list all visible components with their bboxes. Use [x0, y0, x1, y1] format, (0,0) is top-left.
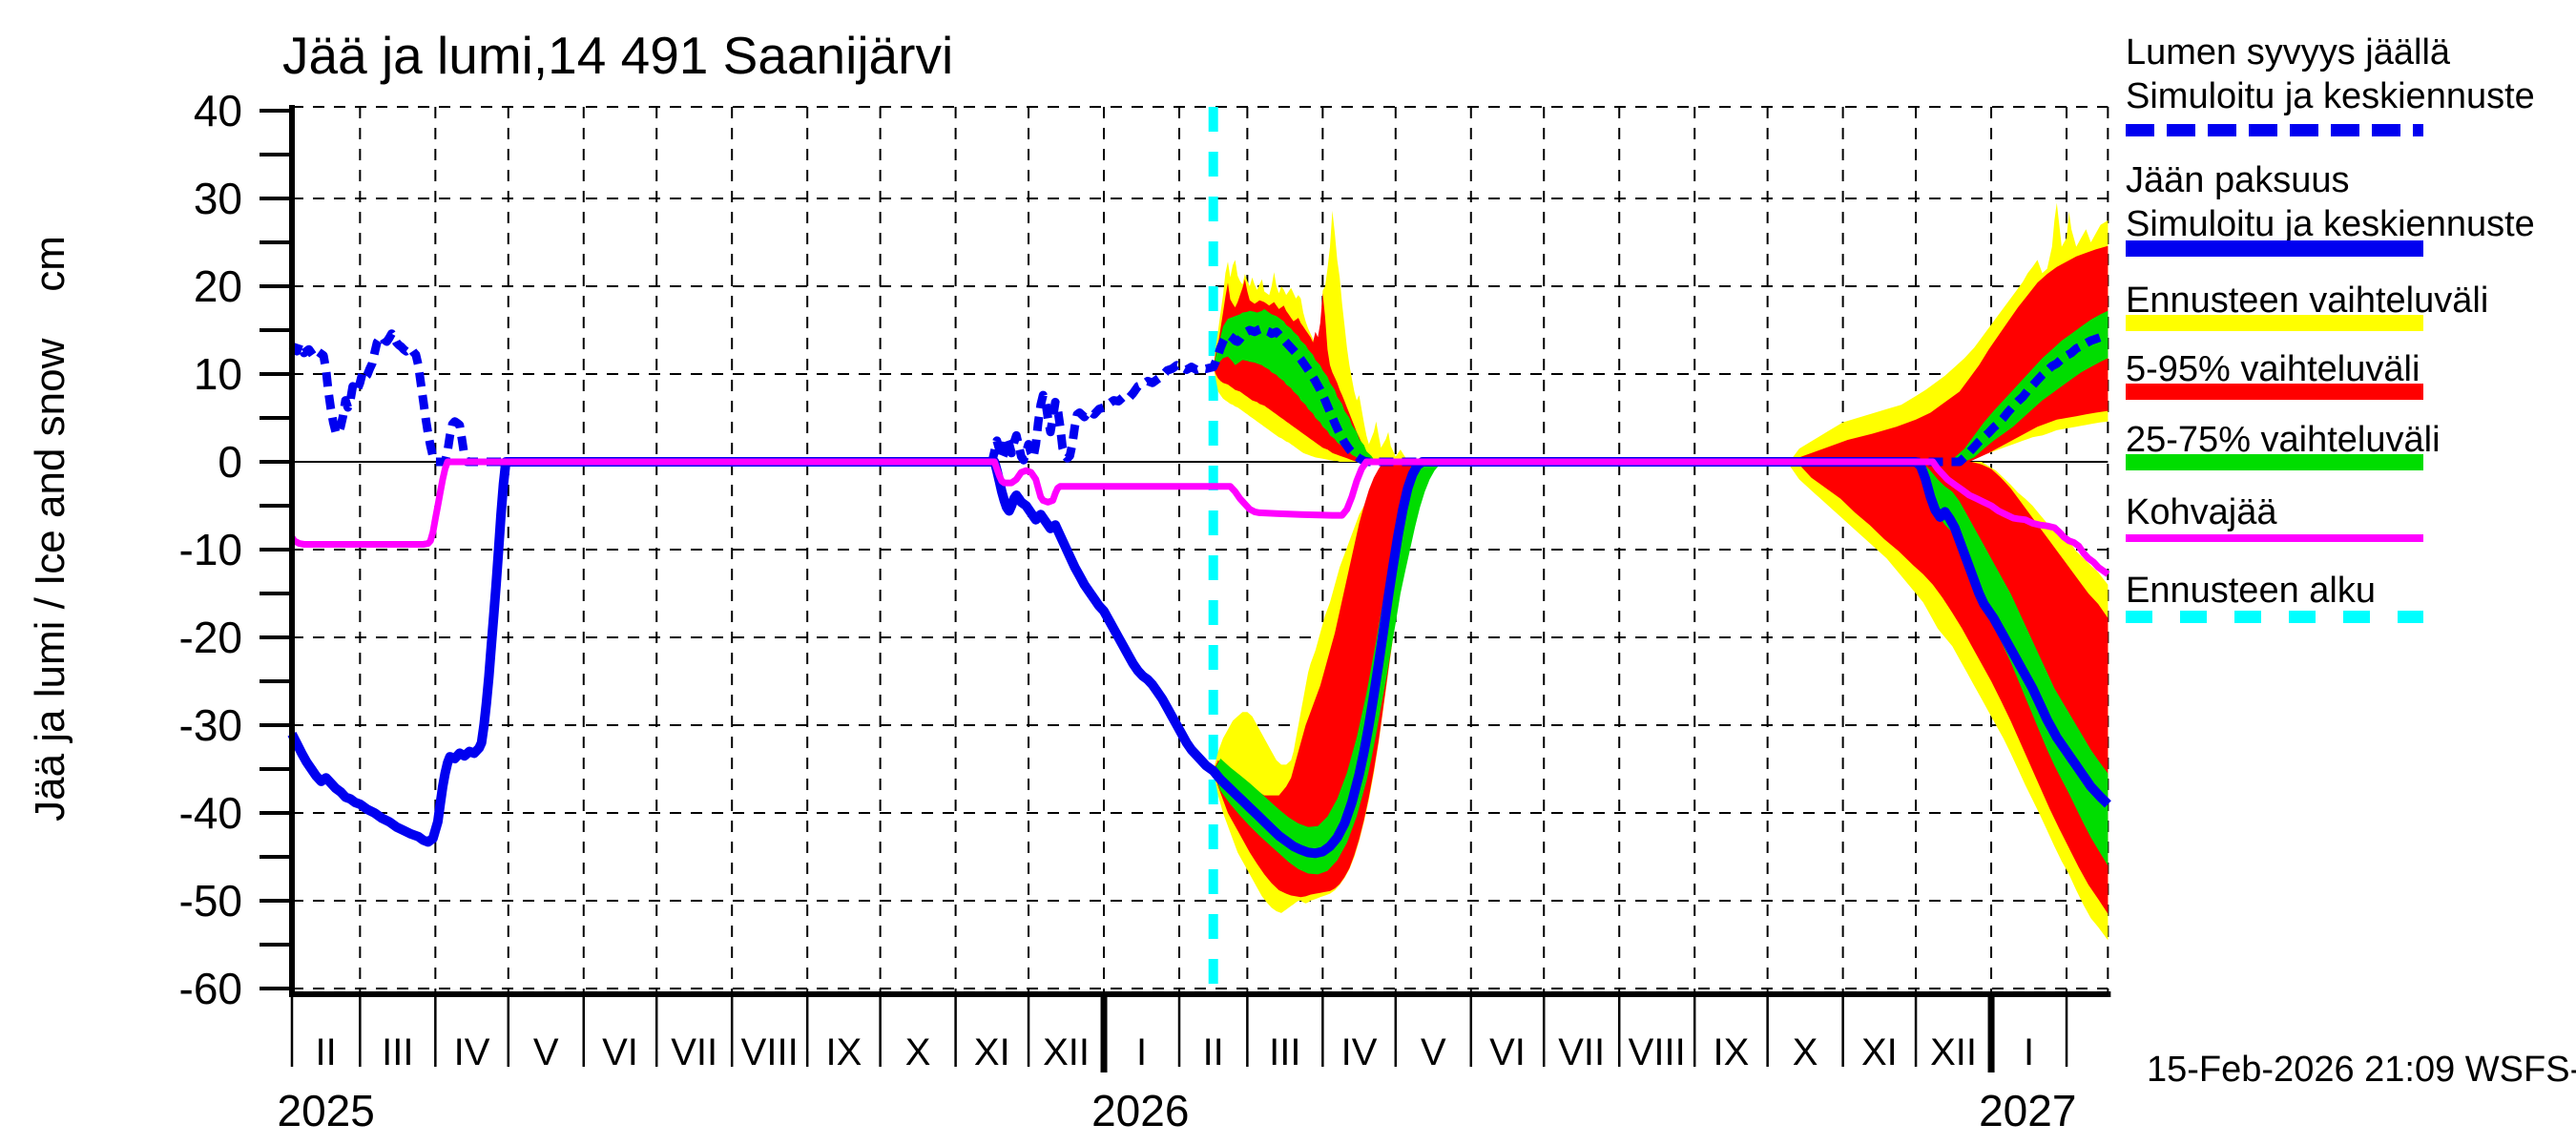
legend-label: Simuloitu ja keskiennuste	[2126, 76, 2535, 116]
band-red_ice_fc1	[1213, 462, 1435, 898]
x-month-label: VII	[671, 1031, 717, 1073]
y-tick-label: 30	[194, 174, 242, 223]
x-month-label: X	[1793, 1031, 1818, 1073]
x-month-label: X	[905, 1031, 931, 1073]
x-month-label: I	[1136, 1031, 1147, 1073]
legend-label: Ennusteen alku	[2126, 571, 2376, 611]
x-year-label: 2026	[1091, 1086, 1189, 1135]
x-month-label: XI	[974, 1031, 1010, 1073]
y-tick-label: -50	[179, 876, 242, 926]
x-month-label: II	[316, 1031, 337, 1073]
legend-label: Ennusteen vaihteluväli	[2126, 281, 2489, 321]
x-month-label: VI	[602, 1031, 638, 1073]
legend-label: Lumen syvyys jäällä	[2126, 32, 2451, 73]
y-tick-label: 20	[194, 261, 242, 311]
x-year-label: 2025	[278, 1086, 375, 1135]
x-month-label: V	[1421, 1031, 1446, 1073]
y-tick-label: 40	[194, 86, 242, 135]
forecast-range-band-swatch	[2126, 315, 2423, 331]
kohvajaa	[289, 458, 2110, 577]
kohvajaa-line-swatch	[2126, 534, 2423, 542]
legend-label: 5-95% vaihteluväli	[2126, 349, 2420, 389]
x-month-label: XI	[1861, 1031, 1898, 1073]
timestamp: 15-Feb-2026 21:09 WSFS-P	[2147, 1050, 2576, 1090]
range-25-75-band-swatch	[2126, 454, 2423, 470]
legend-label: Kohvajää	[2126, 492, 2277, 532]
x-month-label: VIII	[741, 1031, 799, 1073]
ice-line	[287, 457, 2111, 859]
y-tick-label: -10	[179, 525, 242, 574]
x-month-label: VII	[1558, 1031, 1605, 1073]
snow-depth-line-swatch	[2126, 124, 2423, 136]
x-month-label: IV	[1341, 1031, 1378, 1073]
range-5-95-band-swatch	[2126, 384, 2423, 400]
ice-thickness-line-swatch	[2126, 240, 2423, 257]
x-month-label: III	[1269, 1031, 1300, 1073]
y-tick-label: -40	[179, 788, 242, 838]
legend-label: 25-75% vaihteluväli	[2126, 420, 2441, 460]
y-tick-label: 0	[218, 437, 242, 487]
x-month-label: VI	[1489, 1031, 1526, 1073]
legend-label: Jään paksuus	[2126, 160, 2350, 200]
band-red_ice_fc2	[1797, 462, 2109, 914]
x-month-label: XII	[1930, 1031, 1977, 1073]
x-month-label: II	[1203, 1031, 1224, 1073]
y-tick-label: -30	[179, 700, 242, 750]
forecast-start-line-swatch	[2126, 611, 2423, 623]
band-green_ice_fc1	[1213, 462, 1443, 875]
y-axis-label: Jää ja lumi / Ice and snow cm	[27, 236, 73, 822]
snow-line	[288, 323, 2109, 467]
x-month-label: IV	[454, 1031, 490, 1073]
x-month-label: IX	[1714, 1031, 1750, 1073]
legend: Lumen syvyys jäällä Simuloitu ja keskien…	[2124, 0, 2576, 725]
page-title: Jää ja lumi,14 491 Saanijärvi	[282, 26, 954, 85]
band-green_ice_fc2	[1916, 462, 2109, 866]
x-year-label: 2027	[1979, 1086, 2076, 1135]
y-tick-label: -20	[179, 613, 242, 662]
x-month-label: V	[533, 1031, 559, 1073]
x-month-label: III	[382, 1031, 413, 1073]
y-tick-label: 10	[194, 349, 242, 399]
legend-label: Simuloitu ja keskiennuste	[2126, 204, 2535, 244]
y-tick-label: -60	[179, 964, 242, 1013]
x-month-label: I	[2024, 1031, 2034, 1073]
x-month-label: XII	[1043, 1031, 1090, 1073]
x-month-label: IX	[825, 1031, 862, 1073]
x-month-label: VIII	[1629, 1031, 1686, 1073]
